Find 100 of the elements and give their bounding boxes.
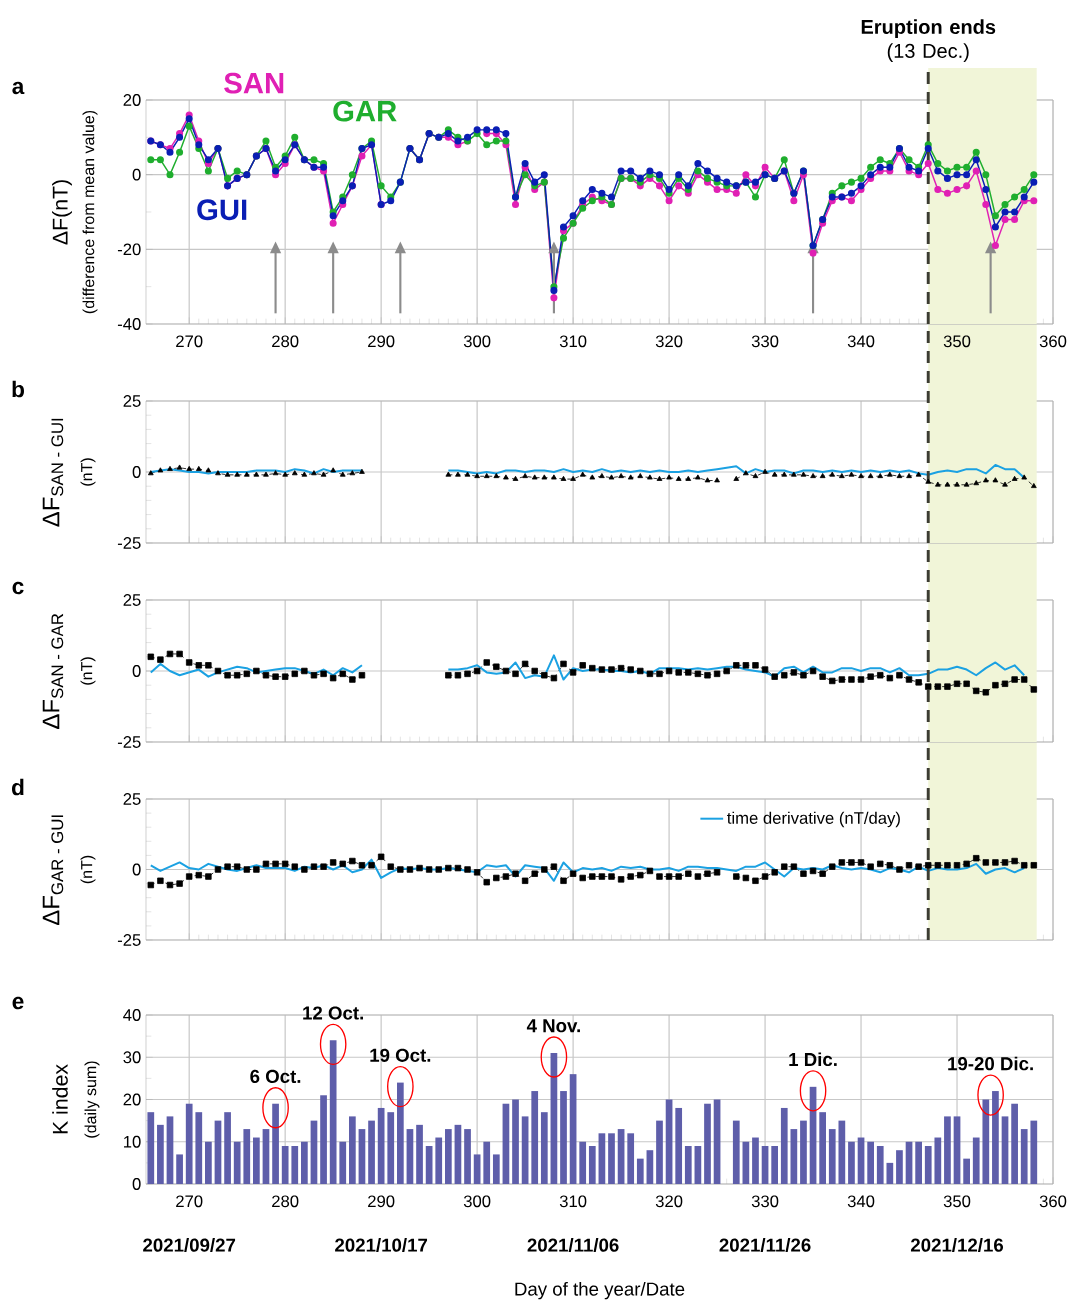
y-axis-title: $\text{ΔF}_{\text{SAN - GUI}}$ bbox=[42, 418, 64, 527]
bar bbox=[464, 1129, 471, 1184]
bar bbox=[598, 1133, 606, 1184]
bar bbox=[195, 1112, 203, 1184]
chart-title: c bbox=[12, 581, 24, 595]
y-tick-label: 0 bbox=[132, 863, 141, 876]
y-tick-label: -25 bbox=[117, 537, 141, 549]
bar bbox=[185, 1103, 193, 1184]
bar bbox=[176, 1154, 183, 1184]
x-tick-label: 360 bbox=[1039, 1195, 1067, 1208]
bar bbox=[848, 1141, 855, 1184]
y-axis-title: K index bbox=[52, 1064, 68, 1134]
bar bbox=[771, 1145, 779, 1184]
x-tick-label: 300 bbox=[463, 1195, 491, 1208]
y-tick-label: 20 bbox=[123, 94, 141, 106]
bar bbox=[233, 1141, 241, 1184]
series-label: SAN bbox=[224, 72, 284, 94]
y-tick-label: -25 bbox=[117, 736, 141, 748]
text: (nT) bbox=[80, 458, 96, 486]
bar bbox=[166, 1116, 174, 1184]
annotation: 6 Oct. bbox=[250, 1069, 301, 1084]
x2-tick-label: 2021/11/06 bbox=[527, 1238, 619, 1252]
y-tick-label: 40 bbox=[123, 1009, 141, 1021]
bar bbox=[608, 1133, 615, 1184]
series-label: GUI bbox=[197, 199, 247, 221]
bar bbox=[243, 1129, 251, 1184]
x-tick-label: 270 bbox=[176, 1195, 203, 1208]
bar bbox=[915, 1141, 922, 1184]
bar bbox=[147, 1112, 155, 1184]
x-tick-label: 350 bbox=[943, 335, 971, 348]
bar bbox=[492, 1154, 500, 1184]
x-tick-label: 280 bbox=[272, 335, 299, 348]
annotation: 19 Oct. bbox=[370, 1048, 431, 1062]
bar bbox=[800, 1120, 807, 1184]
bar bbox=[377, 1107, 385, 1184]
x-tick-label: 340 bbox=[847, 335, 875, 348]
bar bbox=[588, 1145, 596, 1184]
y-tick-label: 25 bbox=[123, 594, 141, 606]
y-axis-title: $\text{ΔF}_{\text{SAN - GAR}}$ bbox=[42, 613, 64, 729]
text: (nT) bbox=[80, 855, 96, 884]
bar bbox=[253, 1137, 260, 1184]
x-tick-label: 290 bbox=[368, 1195, 395, 1208]
bar bbox=[560, 1091, 567, 1184]
bar bbox=[348, 1116, 356, 1184]
y-tick-label: 0 bbox=[132, 168, 141, 181]
bar bbox=[953, 1116, 961, 1184]
y-tick-label: 30 bbox=[123, 1051, 141, 1064]
y-tick-label: 20 bbox=[123, 1093, 141, 1106]
bar bbox=[963, 1158, 970, 1184]
x-axis-title: Day of the year/Date bbox=[515, 1281, 685, 1300]
bar bbox=[713, 1099, 721, 1184]
bar bbox=[444, 1129, 452, 1184]
bar bbox=[157, 1124, 164, 1184]
bar bbox=[1020, 1129, 1028, 1184]
x2-tick-label: 2021/11/26 bbox=[719, 1238, 811, 1252]
annotation: 12 Oct. bbox=[303, 1006, 363, 1020]
x-tick-label: 320 bbox=[655, 1195, 683, 1208]
bar bbox=[992, 1091, 999, 1184]
x-tick-label: 310 bbox=[559, 1195, 587, 1208]
bar bbox=[780, 1107, 788, 1184]
x-tick-label: 360 bbox=[1039, 335, 1067, 348]
bar bbox=[675, 1107, 683, 1184]
x-tick-label: 270 bbox=[176, 335, 203, 348]
bar bbox=[579, 1141, 587, 1184]
bar bbox=[982, 1099, 990, 1184]
legend-label: time derivative (nT/day) bbox=[727, 811, 900, 828]
bar bbox=[934, 1137, 942, 1184]
bar bbox=[368, 1120, 375, 1184]
bar bbox=[224, 1112, 231, 1184]
bar bbox=[521, 1116, 529, 1184]
x2-tick-label: 2021/09/27 bbox=[143, 1238, 236, 1252]
bar bbox=[636, 1158, 644, 1184]
x-tick-label: 300 bbox=[463, 335, 491, 348]
y-tick-label: 25 bbox=[123, 793, 141, 805]
bar bbox=[944, 1116, 951, 1184]
bar bbox=[684, 1145, 692, 1184]
chart-title: b bbox=[12, 380, 24, 398]
text: (nT) bbox=[80, 657, 96, 685]
bar bbox=[704, 1103, 711, 1184]
bar bbox=[656, 1120, 663, 1184]
bar bbox=[291, 1145, 299, 1184]
bar bbox=[540, 1112, 548, 1184]
x-tick-label: 350 bbox=[943, 1195, 971, 1208]
y-axis-title: ΔF(nT) bbox=[52, 180, 72, 245]
y-tick-label: -25 bbox=[117, 934, 141, 946]
chart-title: d bbox=[12, 778, 24, 796]
x-tick-label: 330 bbox=[751, 1195, 779, 1208]
ref-line-label: Eruption ends (13 Dec.) bbox=[861, 19, 996, 62]
y-tick-label: -40 bbox=[117, 318, 141, 330]
x-tick-label: 320 bbox=[655, 335, 683, 348]
chart-title: a bbox=[12, 81, 25, 95]
x2-tick-label: 2021/10/17 bbox=[335, 1238, 428, 1252]
chart-title: e bbox=[12, 996, 24, 1010]
bar bbox=[272, 1103, 279, 1184]
bar bbox=[387, 1112, 395, 1184]
bar bbox=[972, 1137, 980, 1184]
bar bbox=[339, 1141, 347, 1184]
bar bbox=[646, 1150, 654, 1184]
bar bbox=[1011, 1103, 1018, 1184]
bar bbox=[205, 1141, 212, 1184]
